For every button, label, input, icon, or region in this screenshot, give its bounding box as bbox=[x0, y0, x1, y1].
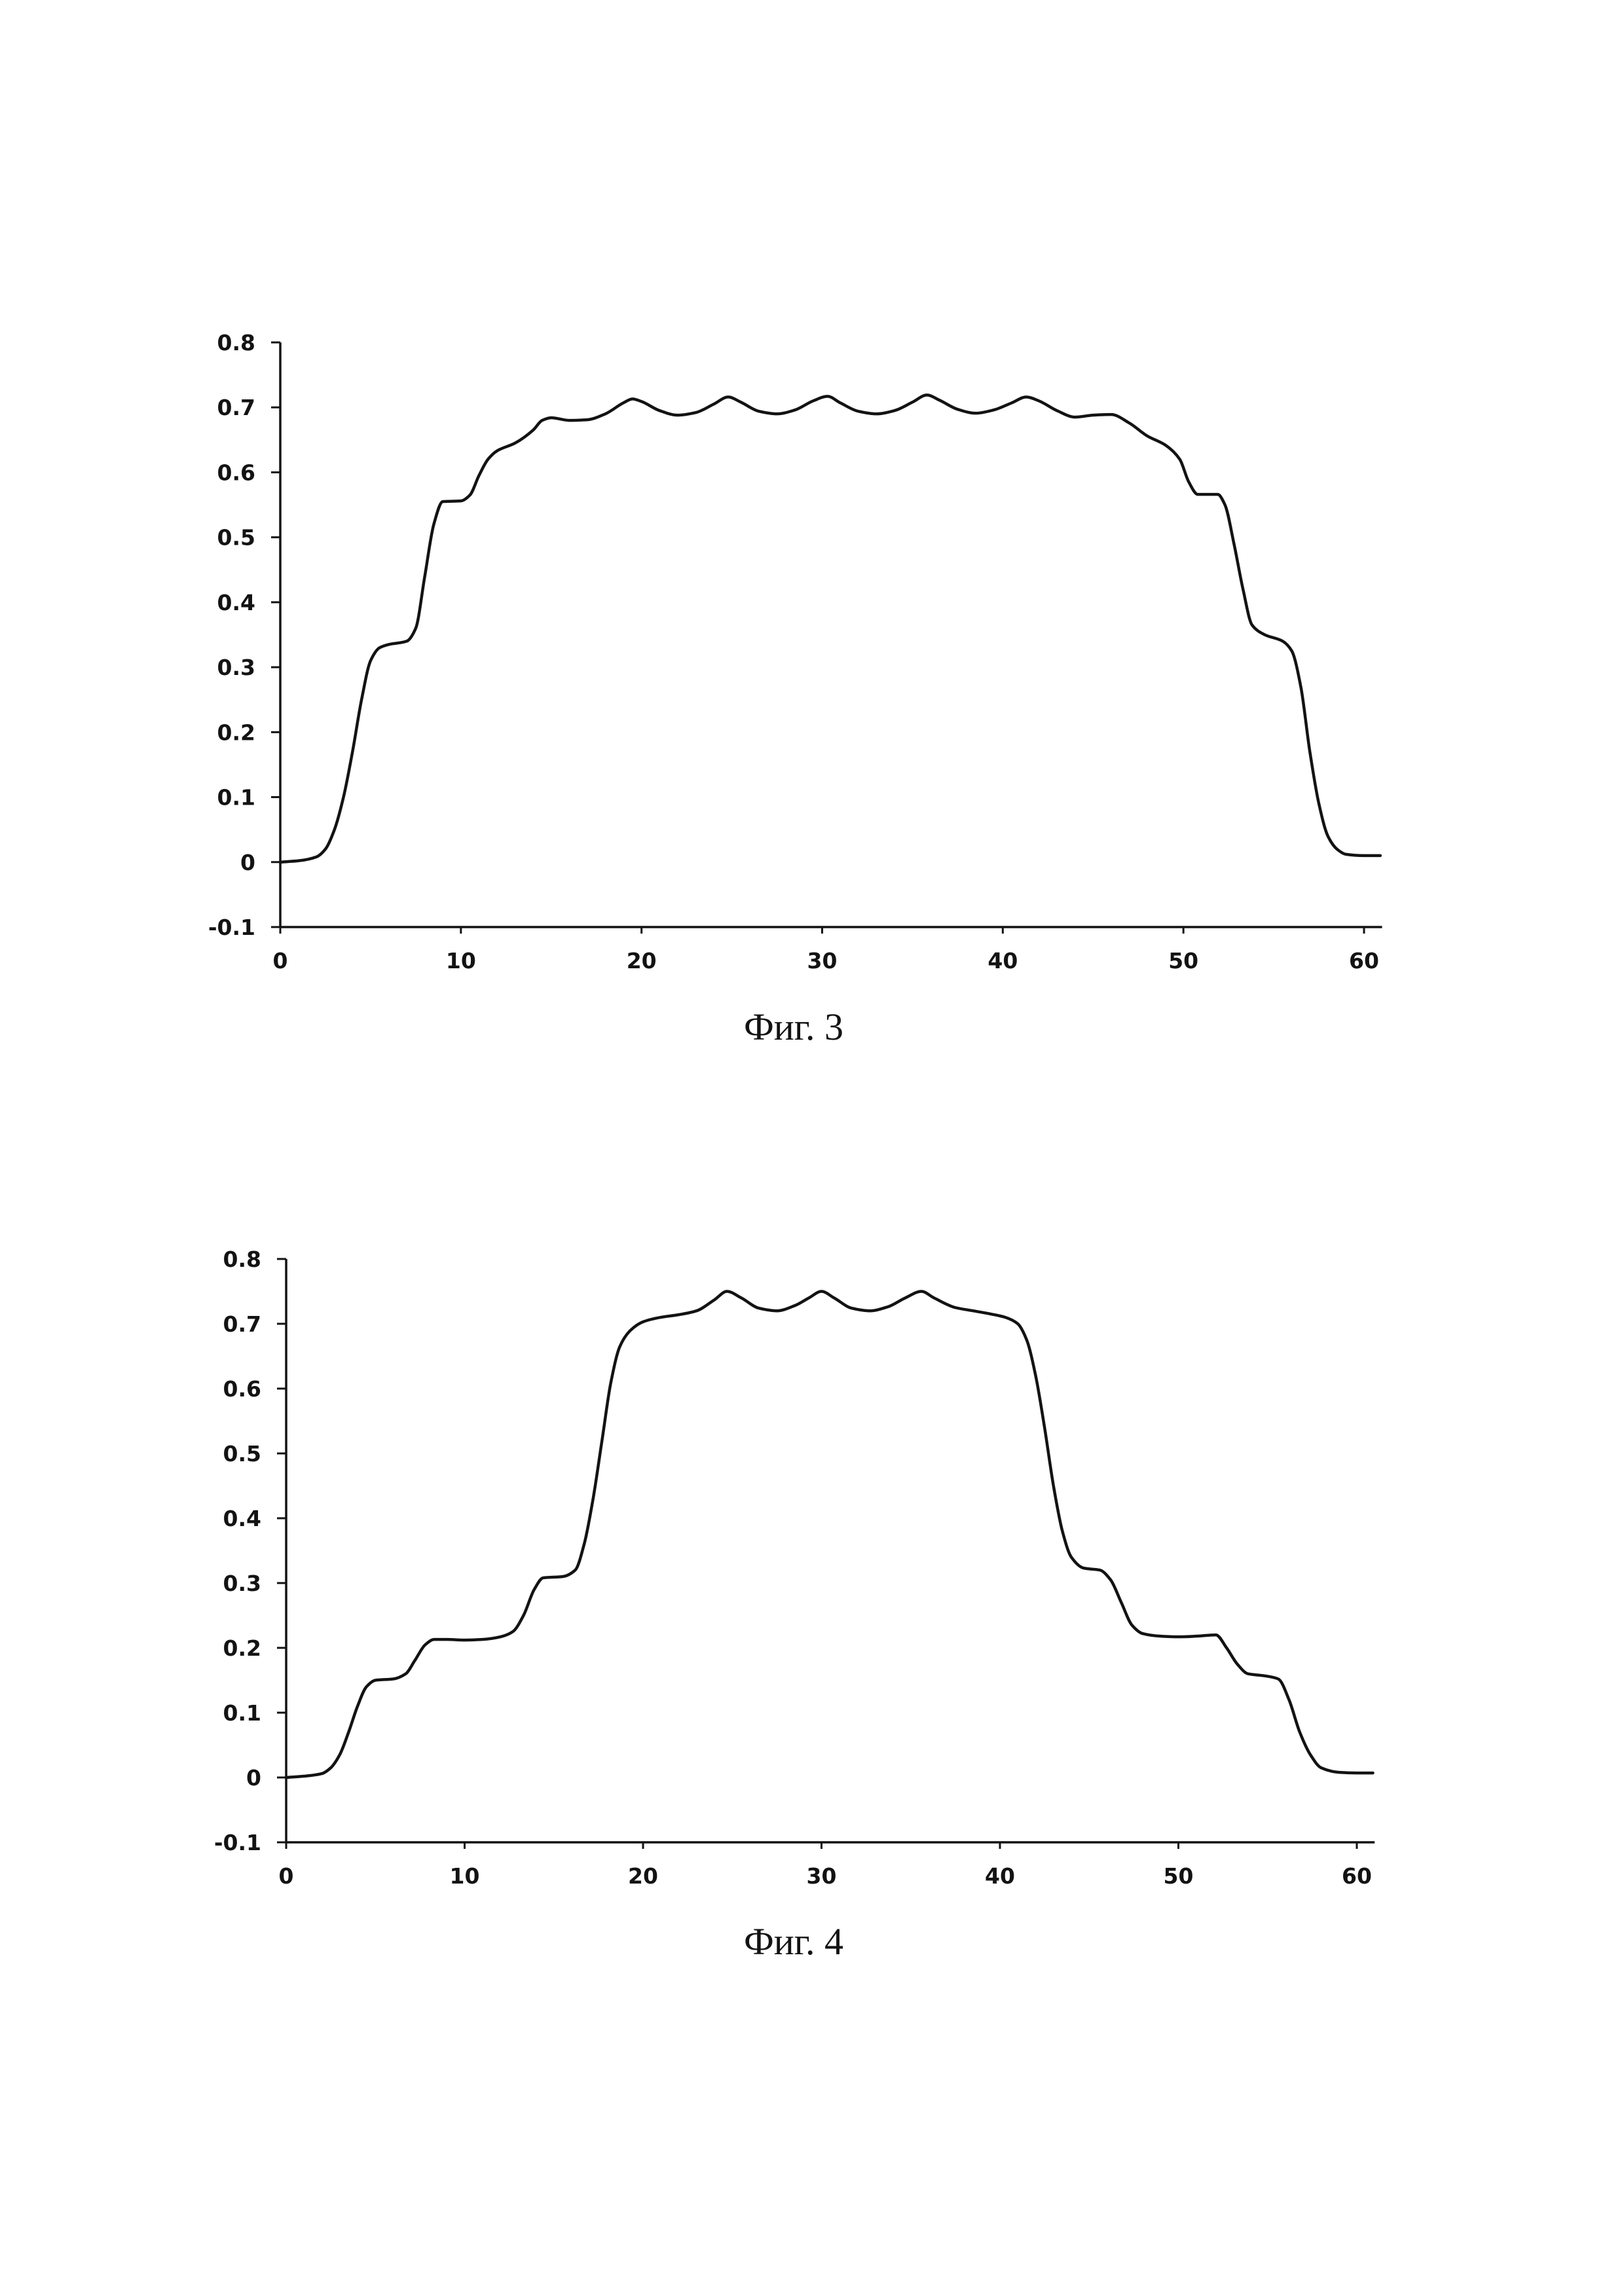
y-tick-label: 0.6 bbox=[223, 1376, 261, 1402]
figure-caption-fig-4: Фиг. 4 bbox=[744, 1920, 843, 1963]
y-tick-label: 0 bbox=[246, 1765, 261, 1791]
figure-caption-fig-3: Фиг. 3 bbox=[744, 1006, 843, 1048]
x-tick-label: 50 bbox=[1164, 1863, 1194, 1889]
y-tick-label: 0.2 bbox=[217, 720, 255, 745]
x-tick-label: 10 bbox=[450, 1863, 480, 1889]
x-tick-label: 20 bbox=[628, 1863, 658, 1889]
x-tick-label: 20 bbox=[627, 948, 657, 974]
chart-fig-3: -0.1 0 0.1 0.2 0.3 0.4 0.5 0.6 0.7 0.8 0 10 20 30 40 50… bbox=[208, 330, 1382, 974]
y-tick-label: 0.7 bbox=[223, 1311, 261, 1337]
y-tick-label: 0.4 bbox=[223, 1506, 261, 1531]
x-tick-label: 40 bbox=[987, 948, 1018, 974]
series-line bbox=[278, 393, 1382, 864]
x-tick-label: 0 bbox=[279, 1863, 294, 1889]
y-tick-label: 0.5 bbox=[223, 1441, 261, 1467]
y-tick-label: 0.2 bbox=[223, 1635, 261, 1661]
y-tick-label: 0.5 bbox=[217, 525, 255, 551]
x-tick-label: 10 bbox=[446, 948, 476, 974]
y-tick-label: 0.8 bbox=[223, 1247, 261, 1272]
y-tick-label: 0.6 bbox=[217, 460, 255, 485]
x-tick-label: 30 bbox=[807, 948, 838, 974]
y-tick-label: 0.4 bbox=[217, 590, 255, 615]
y-tick-label: -0.1 bbox=[214, 1830, 261, 1855]
x-tick-label: 40 bbox=[985, 1863, 1015, 1889]
y-tick-label: 0.1 bbox=[223, 1700, 261, 1726]
y-tick-label: -0.1 bbox=[208, 915, 255, 940]
x-tick-label: 0 bbox=[273, 948, 288, 974]
x-tick-label: 60 bbox=[1349, 948, 1379, 974]
series-line bbox=[284, 1290, 1375, 1779]
x-tick-label: 50 bbox=[1168, 948, 1198, 974]
y-tick-label: 0.3 bbox=[217, 655, 255, 680]
x-tick-label: 30 bbox=[807, 1863, 837, 1889]
y-tick-label: 0.3 bbox=[223, 1571, 261, 1596]
y-tick-label: 0.7 bbox=[217, 395, 255, 420]
chart-fig-4: -0.1 0 0.1 0.2 0.3 0.4 0.5 0.6 0.7 0.8 0 10 20 30 40 50… bbox=[214, 1247, 1375, 1889]
y-tick-label: 0.8 bbox=[217, 330, 255, 355]
y-tick-label: 0.1 bbox=[217, 785, 255, 811]
y-tick-label: 0 bbox=[240, 850, 255, 875]
x-tick-label: 60 bbox=[1342, 1863, 1372, 1889]
